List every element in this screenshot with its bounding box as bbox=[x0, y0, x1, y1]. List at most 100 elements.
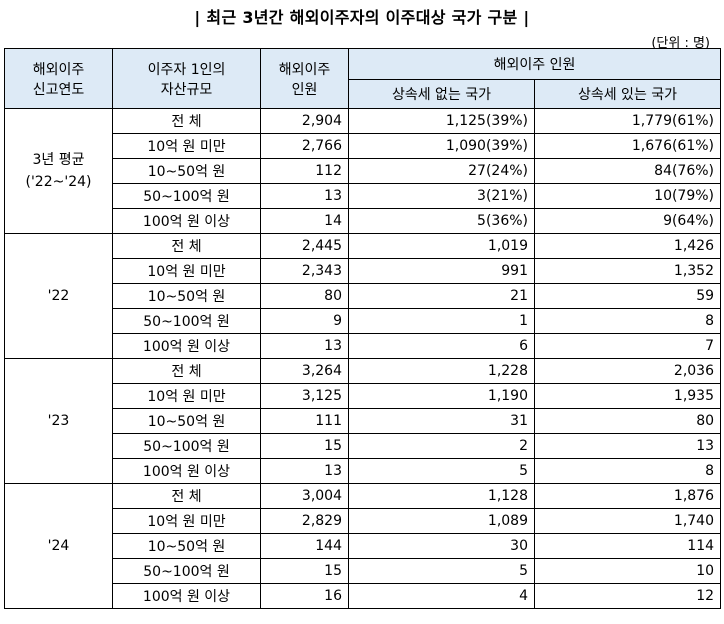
table-body: 3년 평균 ('22~'24) 전 체 2,904 1,125(39%) 1,779(61… bbox=[4, 108, 722, 609]
with-tax-cell: 7 bbox=[533, 333, 722, 359]
header-asset-line1: 이주자 1인의 bbox=[147, 61, 226, 78]
asset-size-cell: 10~50억 원 bbox=[112, 408, 261, 434]
asset-size-cell: 10~50억 원 bbox=[112, 158, 261, 184]
with-tax-cell: 12 bbox=[533, 583, 722, 609]
header-count: 해외이주 인원 bbox=[260, 48, 349, 109]
no-tax-cell: 1,019 bbox=[348, 233, 535, 259]
total-cell: 15 bbox=[260, 558, 349, 584]
asset-size-cell: 전 체 bbox=[112, 483, 261, 509]
asset-size-cell: 100억 원 이상 bbox=[112, 458, 261, 484]
asset-size-cell: 10억 원 미만 bbox=[112, 133, 261, 159]
year-cell: 3년 평균 ('22~'24) bbox=[4, 108, 113, 234]
total-cell: 13 bbox=[260, 333, 349, 359]
total-cell: 15 bbox=[260, 433, 349, 459]
table-row: 100억 원 이상 13 6 7 bbox=[5, 333, 722, 359]
year-label: ('22~'24) bbox=[25, 174, 92, 190]
asset-size-cell: 전 체 bbox=[112, 358, 261, 384]
no-tax-cell: 31 bbox=[348, 408, 535, 434]
total-cell: 2,904 bbox=[260, 108, 349, 134]
table-row: '22 전 체 2,445 1,019 1,426 bbox=[4, 233, 722, 359]
table-row: 100억 원 이상 13 5 8 bbox=[5, 458, 722, 484]
table-header: 해외이주 신고연도 이주자 1인의 자산규모 해외이주 인원 해외이주 인원 상… bbox=[4, 48, 722, 109]
no-tax-cell: 1,125(39%) bbox=[348, 108, 535, 134]
unit-label: (단위 : 명) bbox=[651, 36, 710, 51]
year-cell: '24 bbox=[4, 483, 113, 609]
with-tax-cell: 1,676(61%) bbox=[533, 133, 722, 159]
table-row: 10~50억 원 111 31 80 bbox=[5, 408, 722, 434]
with-tax-cell: 84(76%) bbox=[533, 158, 722, 184]
asset-size-cell: 100억 원 이상 bbox=[112, 583, 261, 609]
no-tax-cell: 991 bbox=[348, 258, 535, 284]
total-cell: 2,829 bbox=[260, 508, 349, 534]
no-tax-cell: 6 bbox=[348, 333, 535, 359]
table-row: 10억 원 미만 2,343 991 1,352 bbox=[5, 258, 722, 284]
total-cell: 112 bbox=[260, 158, 349, 184]
year-label: '23 bbox=[47, 413, 70, 429]
no-tax-cell: 1 bbox=[348, 308, 535, 334]
with-tax-cell: 8 bbox=[533, 458, 722, 484]
with-tax-cell: 8 bbox=[533, 308, 722, 334]
asset-size-cell: 50~100억 원 bbox=[112, 183, 261, 209]
header-group: 해외이주 인원 bbox=[347, 48, 722, 80]
table-row: 100억 원 이상 14 5(36%) 9(64%) bbox=[5, 208, 722, 234]
header-year: 해외이주 신고연도 bbox=[4, 48, 113, 109]
asset-size-cell: 100억 원 이상 bbox=[112, 333, 261, 359]
asset-size-cell: 10억 원 미만 bbox=[112, 508, 261, 534]
header-year-line2: 신고연도 bbox=[32, 81, 85, 98]
total-cell: 16 bbox=[260, 583, 349, 609]
no-tax-cell: 4 bbox=[348, 583, 535, 609]
table-row: '23 전 체 3,264 1,228 2,036 bbox=[4, 358, 722, 484]
with-tax-cell: 1,935 bbox=[533, 383, 722, 409]
asset-size-cell: 전 체 bbox=[112, 233, 261, 259]
with-tax-cell: 59 bbox=[533, 283, 722, 309]
table-row: 50~100억 원 13 3(21%) 10(79%) bbox=[5, 183, 722, 209]
header-asset-line2: 자산규모 bbox=[160, 81, 213, 98]
table-row: 10억 원 미만 2,829 1,089 1,740 bbox=[5, 508, 722, 534]
with-tax-cell: 80 bbox=[533, 408, 722, 434]
header-count-line1: 해외이주 bbox=[278, 61, 331, 78]
no-tax-cell: 2 bbox=[348, 433, 535, 459]
no-tax-cell: 5 bbox=[348, 458, 535, 484]
with-tax-cell: 1,426 bbox=[533, 233, 722, 259]
header-year-line1: 해외이주 bbox=[32, 61, 85, 78]
total-cell: 3,264 bbox=[260, 358, 349, 384]
asset-size-cell: 전 체 bbox=[112, 108, 261, 134]
no-tax-cell: 21 bbox=[348, 283, 535, 309]
year-label: '22 bbox=[47, 288, 70, 304]
with-tax-cell: 1,876 bbox=[533, 483, 722, 509]
total-cell: 3,004 bbox=[260, 483, 349, 509]
header-asset: 이주자 1인의 자산규모 bbox=[112, 48, 261, 109]
with-tax-cell: 1,352 bbox=[533, 258, 722, 284]
year-label: 3년 평균 bbox=[32, 152, 85, 168]
with-tax-cell: 10 bbox=[533, 558, 722, 584]
with-tax-cell: 1,779(61%) bbox=[533, 108, 722, 134]
asset-size-cell: 10억 원 미만 bbox=[112, 383, 261, 409]
no-tax-cell: 1,090(39%) bbox=[348, 133, 535, 159]
asset-size-cell: 10~50억 원 bbox=[112, 533, 261, 559]
asset-size-cell: 50~100억 원 bbox=[112, 433, 261, 459]
total-cell: 14 bbox=[260, 208, 349, 234]
with-tax-cell: 1,740 bbox=[533, 508, 722, 534]
table-row: '24 전 체 3,004 1,128 1,876 bbox=[4, 483, 722, 609]
total-cell: 80 bbox=[260, 283, 349, 309]
with-tax-cell: 13 bbox=[533, 433, 722, 459]
table-row: 100억 원 이상 16 4 12 bbox=[5, 583, 722, 609]
with-tax-cell: 2,036 bbox=[533, 358, 722, 384]
total-cell: 3,125 bbox=[260, 383, 349, 409]
asset-size-cell: 50~100억 원 bbox=[112, 308, 261, 334]
header-no-tax: 상속세 없는 국가 bbox=[348, 79, 535, 109]
header-with-tax: 상속세 있는 국가 bbox=[533, 79, 722, 109]
with-tax-cell: 9(64%) bbox=[533, 208, 722, 234]
total-cell: 2,445 bbox=[260, 233, 349, 259]
total-cell: 13 bbox=[260, 183, 349, 209]
no-tax-cell: 3(21%) bbox=[348, 183, 535, 209]
table-title: | 최근 3년간 해외이주자의 이주대상 국가 구분 | bbox=[194, 8, 530, 27]
table-row: 50~100억 원 15 2 13 bbox=[5, 433, 722, 459]
no-tax-cell: 1,228 bbox=[348, 358, 535, 384]
table-row: 10억 원 미만 3,125 1,190 1,935 bbox=[5, 383, 722, 409]
no-tax-cell: 30 bbox=[348, 533, 535, 559]
total-cell: 111 bbox=[260, 408, 349, 434]
table-row: 10~50억 원 80 21 59 bbox=[5, 283, 722, 309]
year-label: '24 bbox=[47, 538, 70, 554]
